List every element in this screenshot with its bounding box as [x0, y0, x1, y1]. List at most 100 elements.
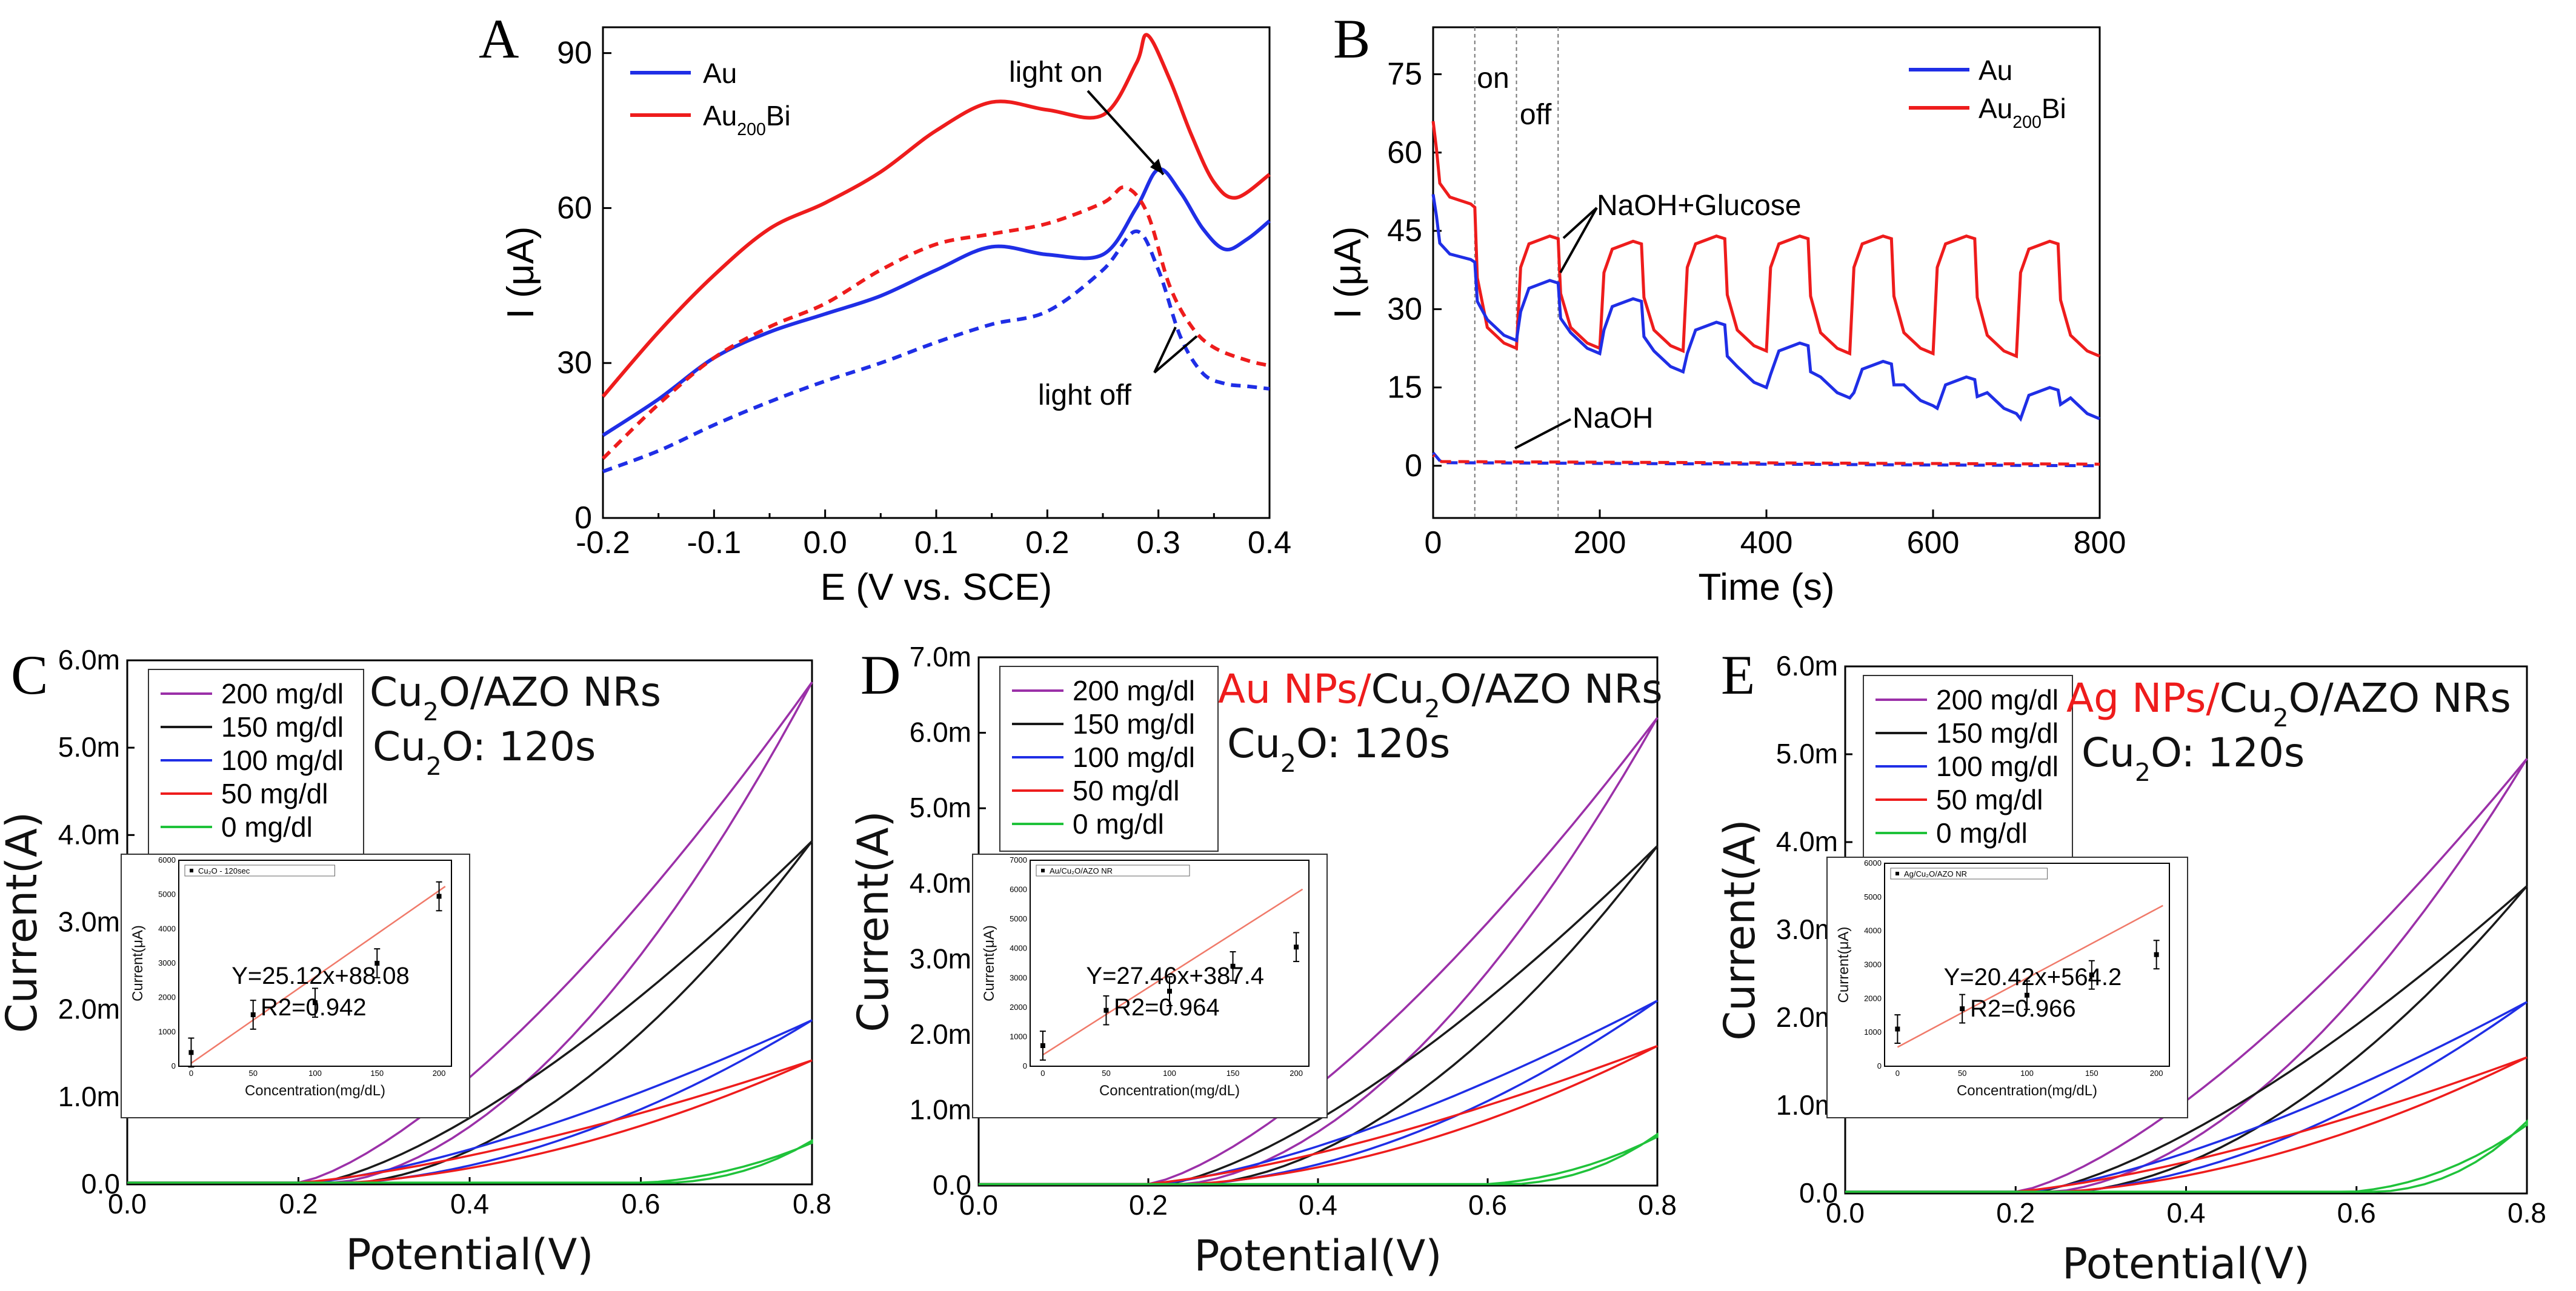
- y-tick-label-c: 5.0m: [58, 731, 120, 763]
- legend-box-c: [148, 669, 364, 855]
- legend-label-au-a: Au: [703, 58, 737, 89]
- y-axis-label-a: I (μA): [500, 227, 542, 319]
- inset-fit-line-c: [190, 886, 446, 1064]
- annotation-naoh: NaOH: [1573, 402, 1653, 434]
- inset-point-d: [1103, 1007, 1109, 1013]
- legend-label-c-2: 150 mg/dl: [221, 711, 344, 743]
- chart-b: 0 200 400 600 800 0 15 30 45 60 75 Time (s) I (μA) on…: [1327, 26, 2126, 608]
- series-line-b-aubi-naoh: [1432, 454, 2100, 466]
- panel-label-c: C: [11, 644, 48, 706]
- legend-label-c-4: 50 mg/dl: [221, 778, 328, 809]
- panel-title-c: Cu2O/AZO NRs: [370, 669, 661, 726]
- cv-loop-d-5: [979, 1132, 1659, 1186]
- legend-label-e-2: 150 mg/dl: [1936, 717, 2058, 749]
- y-tick-label-b: 0: [1405, 448, 1422, 483]
- inset-box-e: [1826, 857, 2188, 1118]
- x-axis-label-a: E (V vs. SCE): [820, 566, 1052, 608]
- legend-box-d: [999, 666, 1219, 852]
- inset-y-tick-e: 4000: [1864, 926, 1882, 935]
- inset-y-tick-c: 1000: [158, 1027, 176, 1036]
- legend-label-au-b: Au: [1979, 55, 2012, 86]
- legend-label-d-2: 150 mg/dl: [1073, 708, 1195, 740]
- inset-legend-marker-c: [190, 869, 193, 872]
- x-tick-label-e: 0.6: [2337, 1197, 2376, 1229]
- inset-r2-c: R2=0.942: [261, 994, 367, 1021]
- inset-point-d: [1040, 1043, 1045, 1048]
- inset-y-tick-d: 7000: [1010, 855, 1027, 865]
- y-tick-label-b: 15: [1387, 370, 1422, 405]
- chart-c: 0.0 0.2 0.4 0.6 0.8 0.0 1.0m 2.0m 3.0m 4.0m 5.0m 6.…: [0, 644, 831, 1279]
- arrow-light-off-2: [1153, 335, 1198, 374]
- cv-loop-c-5: [127, 1138, 813, 1184]
- inset-legend-box-c: [184, 865, 335, 877]
- inset-fit-line-d: [1042, 888, 1303, 1056]
- inset-y-label-e: Current(μA): [1835, 927, 1852, 1003]
- inset-legend-box-d: [1036, 865, 1190, 877]
- chart-d: 0.0 0.2 0.4 0.6 0.8 0.0 1.0m 2.0m 3.0m 4.0m 5.0m 6.…: [848, 641, 1677, 1281]
- inset-y-tick-e: 5000: [1864, 892, 1882, 901]
- x-tick-label-a: -0.2: [576, 525, 630, 560]
- inset-x-tick-e: 200: [2150, 1069, 2163, 1078]
- legend-label-e-4: 50 mg/dl: [1936, 784, 2043, 815]
- inset-point-c: [250, 1012, 256, 1017]
- inset-point-c: [313, 1000, 318, 1006]
- annotation-light-on: light on: [1009, 56, 1103, 88]
- chart-a: -0.2 -0.1 0.0 0.1 0.2 0.3 0.4 0 30 60 90 E (V vs. S…: [500, 26, 1291, 608]
- inset-legend-marker-e: [1895, 872, 1899, 875]
- y-tick-label-c: 3.0m: [58, 906, 120, 938]
- inset-x-tick-d: 150: [1226, 1069, 1240, 1078]
- legend-label-c-5: 0 mg/dl: [221, 811, 313, 843]
- inset-x-tick-d: 100: [1163, 1069, 1176, 1078]
- inset-x-tick-c: 200: [433, 1069, 446, 1078]
- inset-equation-c: Y=25.12x+88.08: [231, 963, 410, 989]
- region-label-on: on: [1477, 62, 1509, 95]
- inset-y-tick-d: 1000: [1010, 1032, 1027, 1041]
- arrow-glucose-1: [1562, 207, 1598, 239]
- y-tick-label-d: 4.0m: [910, 868, 971, 899]
- inset-legend-label-d: Au/Cu₂O/AZO NR: [1050, 866, 1113, 875]
- inset-y-tick-c: 0: [171, 1061, 176, 1070]
- panel-subtitle-d: Cu2O: 120s: [1227, 720, 1450, 778]
- inset-fit-line-e: [1897, 904, 2163, 1048]
- x-tick-label-d: 0.0: [959, 1189, 998, 1221]
- x-tick-label-c: 0.2: [279, 1188, 318, 1220]
- legend-label-e-3: 100 mg/dl: [1936, 751, 2058, 782]
- panel-label-b: B: [1333, 8, 1370, 70]
- x-tick-label-d: 0.4: [1299, 1189, 1337, 1221]
- y-tick-label-c: 6.0m: [58, 644, 120, 675]
- inset-frame-e: [1884, 863, 2170, 1067]
- x-tick-label-b: 400: [1740, 525, 1793, 560]
- inset-r2-d: R2=0.964: [1114, 994, 1220, 1021]
- series-line-a-2: [601, 33, 1271, 398]
- x-tick-label-b: 200: [1574, 525, 1626, 560]
- y-axis-label-d: Current(A): [848, 811, 898, 1032]
- inset-frame-c: [178, 860, 452, 1067]
- legend-label-e-5: 0 mg/dl: [1936, 817, 2028, 849]
- inset-x-tick-d: 0: [1040, 1069, 1045, 1078]
- y-tick-label-c: 4.0m: [58, 818, 120, 850]
- panel-label-a: A: [479, 8, 519, 70]
- inset-y-tick-c: 5000: [158, 890, 176, 899]
- inset-y-tick-c: 3000: [158, 958, 176, 967]
- x-tick-label-c: 0.4: [450, 1188, 489, 1220]
- series-line-b-aubi-glucose: [1431, 121, 2100, 359]
- x-tick-label-c: 0.6: [622, 1188, 661, 1220]
- inset-y-tick-d: 6000: [1010, 885, 1027, 894]
- y-tick-label-b: 75: [1387, 57, 1422, 92]
- y-tick-label-a: 0: [574, 500, 592, 536]
- x-tick-label-b: 600: [1907, 525, 1960, 560]
- annotation-light-off: light off: [1038, 379, 1132, 411]
- legend-label-c-1: 200 mg/dl: [221, 678, 344, 709]
- x-tick-label-a: 0.1: [914, 525, 958, 560]
- inset-equation-e: Y=20.42x+564.2: [1944, 964, 2122, 991]
- y-tick-label-a: 30: [557, 345, 592, 380]
- annotation-naoh-glucose: NaOH+Glucose: [1597, 190, 1801, 222]
- x-tick-label-c: 0.0: [108, 1188, 147, 1220]
- x-axis-label-b: Time (s): [1699, 566, 1835, 608]
- inset-y-tick-e: 6000: [1864, 858, 1882, 868]
- panel-subtitle-c: Cu2O: 120s: [373, 723, 596, 781]
- y-tick-label-b: 30: [1387, 291, 1422, 327]
- y-tick-label-c: 2.0m: [58, 994, 120, 1025]
- y-tick-label-d: 0.0: [933, 1169, 971, 1201]
